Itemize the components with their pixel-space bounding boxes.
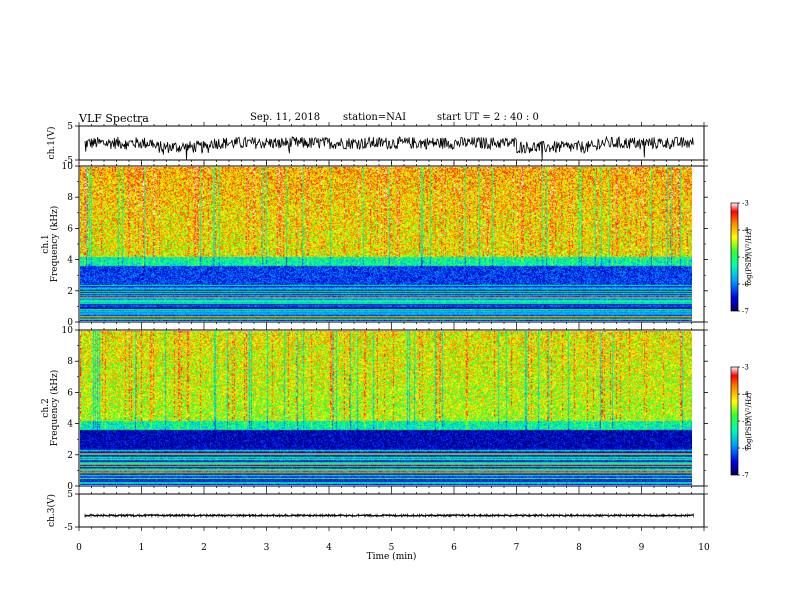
y-tick-label: 8 [67,193,73,203]
panel-frame [78,125,705,161]
y-tick-label: 0 [67,318,73,328]
date-label: Sep. 11, 2018 [250,112,321,123]
colorbar-tick-label: -7 [742,308,749,316]
x-tick-label: 4 [326,543,332,553]
spectrogram-image [80,167,692,321]
y-tick-label: -5 [64,523,73,533]
panel-1: 5 -5 ch.1(V) [46,122,708,166]
y-axis-label: ch.3(V) [46,494,57,527]
colorbar-tick-label: -5 [742,418,749,426]
y-tick-label: 4 [67,420,73,430]
colorbar-tick-label: -3 [742,200,749,208]
y-tick-label: 4 [67,256,73,266]
colorbar-tick-label: -7 [742,472,749,480]
panel-frame [78,493,705,528]
x-axis-label: Time (min) [367,551,417,562]
y-tick-label: 5 [67,490,73,500]
colorbar [730,202,739,312]
y-tick-label: 2 [67,451,73,461]
colorbar-tick-label: -6 [742,445,749,453]
colorbar-tick-label: -6 [742,281,749,289]
y-tick-label: 5 [67,122,73,132]
y-tick-label: 2 [67,287,73,297]
spectrogram-image [80,331,692,485]
x-tick-label: 3 [264,543,270,553]
colorbar [730,366,739,476]
y-tick-label: 10 [62,162,74,172]
colorbar-label: log(PSD)(V²/Hz) [745,228,753,285]
station-label: station=NAI [343,112,407,123]
colorbar-tick-label: -4 [742,227,749,235]
colorbar-tick-label: -3 [742,364,749,372]
y-axis-label: ch.2 [41,398,51,417]
colorbar-tick-label: -4 [742,391,749,399]
y-tick-label: 10 [62,326,74,336]
y-axis-label: Frequency (kHz) [49,206,60,283]
x-tick-label: 1 [139,543,145,553]
start-ut-label: start UT = 2 : 40 : 0 [437,112,539,123]
y-tick-label: 8 [67,357,73,367]
panel-4: 5 -5 ch.3(V) [46,490,708,533]
y-tick-label: 6 [67,224,73,234]
x-tick-label: 0 [76,543,82,553]
x-tick-label: 2 [201,543,207,553]
y-axis-label: Frequency (kHz) [49,370,60,447]
colorbar-tick-label: -5 [742,254,749,262]
x-tick-label: 6 [451,543,457,553]
x-tick-label: 8 [576,543,582,553]
y-tick-label: 6 [67,388,73,398]
panel-3: -3 -4 -5 -6 -7 log(PSD)(V²/Hz) 0 2 4 6 8 10 ch.2 Freq… [41,326,753,492]
signal-trace [84,135,694,161]
y-axis-label: ch.1 [41,234,51,253]
x-tick-label: 7 [514,543,520,553]
y-tick-label: -5 [64,156,73,166]
panel-2: -3 -4 -5 -6 -7 log(PSD)(V²/Hz) 0 2 4 6 8 10 ch.1 Freq… [41,162,753,328]
colorbar-label: log(PSD)(V²/Hz) [745,392,753,449]
plot-title: VLF Spectra [79,112,149,125]
x-tick-label: 5 [389,543,395,553]
y-axis-label: ch.1(V) [46,127,57,160]
x-tick-label: 10 [698,543,710,553]
y-tick-label: 0 [67,482,73,492]
x-tick-label: 9 [639,543,645,553]
